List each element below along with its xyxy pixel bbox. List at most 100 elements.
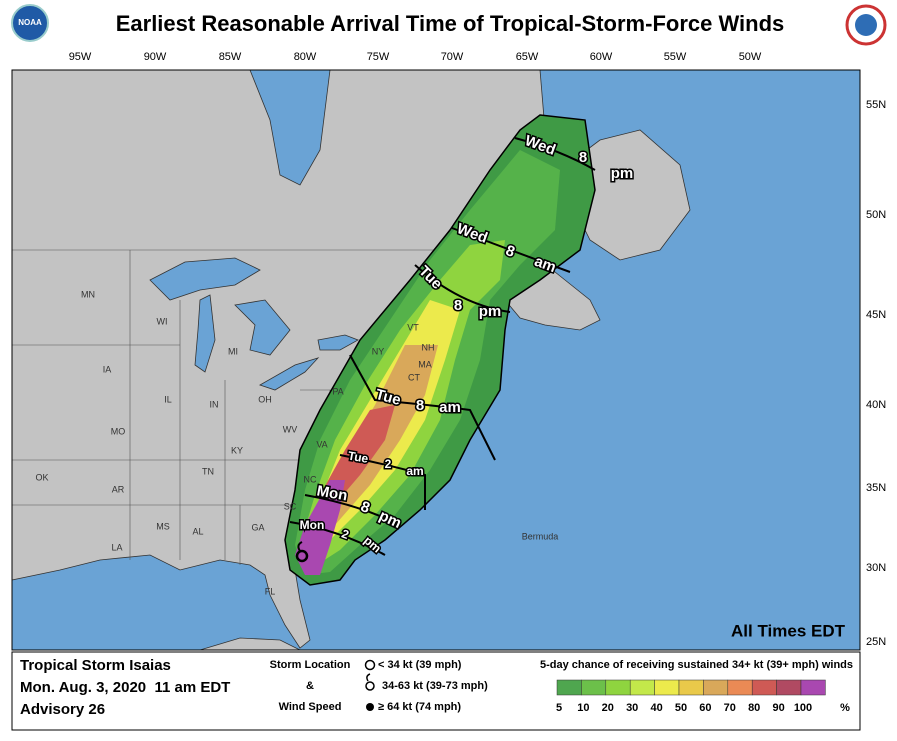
lon-label: 55W	[664, 51, 687, 63]
time-line	[414, 264, 511, 313]
time-line	[289, 521, 386, 556]
scale-label: 60	[699, 702, 711, 714]
state-label: CT	[408, 372, 420, 382]
state-label: MO	[111, 426, 126, 436]
time-label: 8	[454, 297, 462, 314]
scale-label: 50	[675, 702, 687, 714]
time-label: 8	[416, 397, 424, 414]
time-label: 8	[579, 149, 587, 166]
lon-label: 85W	[219, 51, 242, 63]
place-label: Bermuda	[522, 531, 559, 541]
lake-superior	[149, 257, 261, 301]
scale-label: 20	[602, 702, 614, 714]
scale-swatch	[654, 679, 680, 696]
lon-label: 95W	[69, 51, 92, 63]
lon-label: 80W	[294, 51, 317, 63]
storm-arm	[297, 541, 303, 552]
state-label: IN	[210, 399, 219, 409]
lake-huron	[234, 299, 291, 356]
time-label: am	[406, 464, 423, 478]
scale-swatch	[751, 679, 777, 696]
color-scale: 5 10 20 30 40 50 60 70 80 90 100%	[556, 679, 850, 714]
scale-swatch	[678, 679, 704, 696]
state-label: VA	[316, 439, 327, 449]
lat-label: 50N	[866, 209, 886, 221]
time-line	[451, 227, 571, 273]
lake-erie	[259, 357, 320, 391]
issued: Mon. Aug. 3, 2020 11 am EDT	[20, 679, 230, 696]
time-label: Mon	[300, 518, 325, 532]
state-label: OH	[258, 394, 272, 404]
nws-logo-inner	[855, 14, 877, 36]
symbol-ts	[365, 681, 375, 691]
scale-swatch	[556, 679, 582, 696]
state-label: VT	[407, 322, 419, 332]
time-line	[339, 454, 426, 510]
state-label: IL	[164, 394, 172, 404]
scale-label: 10	[577, 702, 589, 714]
lat-label: 45N	[866, 309, 886, 321]
lake-michigan	[194, 294, 216, 373]
state-label: KY	[231, 445, 243, 455]
scale-swatch	[776, 679, 802, 696]
scale-unit: %	[840, 702, 850, 714]
time-line	[349, 354, 496, 461]
scale-swatch	[727, 679, 753, 696]
logo-text: NOAA	[18, 18, 42, 27]
symbol-label: < 34 kt (39 mph)	[378, 659, 462, 671]
state-label: AL	[192, 526, 203, 536]
state-label: NC	[304, 474, 317, 484]
state-label: NH	[422, 342, 435, 352]
symbol-title: Storm Location	[270, 659, 351, 671]
symbol-title: &	[306, 680, 314, 692]
lon-label: 50W	[739, 51, 762, 63]
time-label: 2	[385, 457, 392, 471]
lake-ontario	[317, 334, 359, 351]
time-line	[514, 137, 596, 171]
state-label: LA	[111, 542, 122, 552]
state-label: MN	[81, 289, 95, 299]
time-label: Mon	[315, 482, 348, 504]
scale-label: 70	[724, 702, 736, 714]
time-label: Tue	[347, 449, 370, 466]
map: MN WI MI IA IL IN OH MO KY WV VA NC TN OK AR SC MS AL GA LA…	[11, 69, 860, 651]
time-lines	[289, 137, 596, 556]
scale-label: 100	[794, 702, 812, 714]
state-label: MI	[228, 346, 238, 356]
noaa-logo	[11, 4, 49, 42]
storm-name: Tropical Storm Isaias	[20, 657, 171, 674]
lat-label: 55N	[866, 99, 886, 111]
state-label: SC	[284, 501, 297, 511]
state-label: MA	[418, 359, 432, 369]
lon-label: 65W	[516, 51, 539, 63]
lon-label: 60W	[590, 51, 613, 63]
time-line	[304, 494, 401, 526]
scale-swatch	[703, 679, 729, 696]
scale-label: 5	[556, 702, 562, 714]
scale-label: 40	[650, 702, 662, 714]
lat-label: 35N	[866, 482, 886, 494]
scale-swatch	[581, 679, 607, 696]
lat-label: 25N	[866, 636, 886, 648]
scale-label: 90	[772, 702, 784, 714]
time-label: am	[439, 399, 461, 416]
lat-label: 40N	[866, 399, 886, 411]
lon-label: 70W	[441, 51, 464, 63]
state-label: AR	[112, 484, 125, 494]
symbol-label: ≥ 64 kt (74 mph)	[378, 701, 461, 713]
scale-label: 30	[626, 702, 638, 714]
symbol-label: 34-63 kt (39-73 mph)	[382, 680, 488, 692]
storm-symbol	[295, 541, 309, 563]
state-label: GA	[251, 522, 264, 532]
title: Earliest Reasonable Arrival Time of Trop…	[116, 11, 785, 36]
time-note: All Times EDT	[731, 621, 846, 640]
scale-swatch	[800, 679, 826, 696]
state-label: FL	[265, 586, 276, 596]
lon-label: 75W	[367, 51, 390, 63]
state-label: NY	[372, 346, 385, 356]
symbol-ts-arm	[366, 673, 371, 682]
scale-title: 5-day chance of receiving sustained 34+ …	[540, 659, 853, 671]
symbol-hu	[366, 703, 374, 711]
map-frame	[11, 69, 861, 651]
